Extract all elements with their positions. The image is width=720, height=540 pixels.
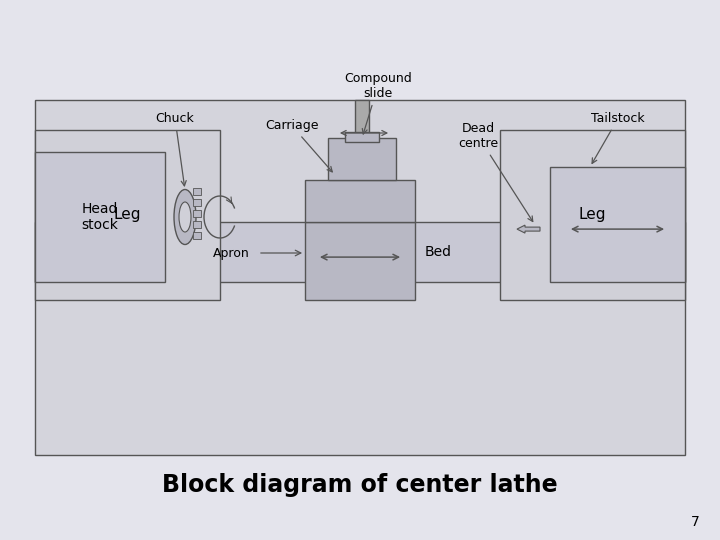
Text: Compound
slide: Compound slide (344, 72, 412, 134)
FancyArrow shape (517, 225, 540, 233)
Text: Bed: Bed (425, 245, 451, 259)
Bar (305, 222, 415, 300)
Text: Carriage: Carriage (265, 119, 332, 172)
Text: Apron: Apron (213, 246, 250, 260)
Ellipse shape (179, 202, 191, 232)
Text: 7: 7 (691, 515, 700, 529)
Bar (193, 188, 201, 195)
Bar (355, 100, 369, 138)
Bar (500, 130, 685, 300)
Bar (193, 232, 201, 239)
Bar (35, 152, 165, 282)
Text: Tailstock: Tailstock (591, 112, 645, 164)
Bar (305, 180, 415, 222)
Text: Dead
centre: Dead centre (458, 122, 533, 221)
Text: Block diagram of center lathe: Block diagram of center lathe (162, 473, 558, 497)
Bar (328, 138, 396, 180)
Bar (193, 199, 201, 206)
Text: Leg: Leg (579, 207, 606, 222)
Text: Head
stock: Head stock (81, 202, 118, 232)
Bar (35, 130, 220, 300)
Bar (193, 210, 201, 217)
Bar (35, 100, 685, 455)
Text: Chuck: Chuck (156, 112, 194, 186)
Ellipse shape (174, 190, 196, 245)
Bar (345, 132, 379, 142)
Bar (193, 221, 201, 228)
Text: Leg: Leg (114, 207, 141, 222)
Bar (550, 167, 685, 282)
Bar (35, 222, 685, 282)
